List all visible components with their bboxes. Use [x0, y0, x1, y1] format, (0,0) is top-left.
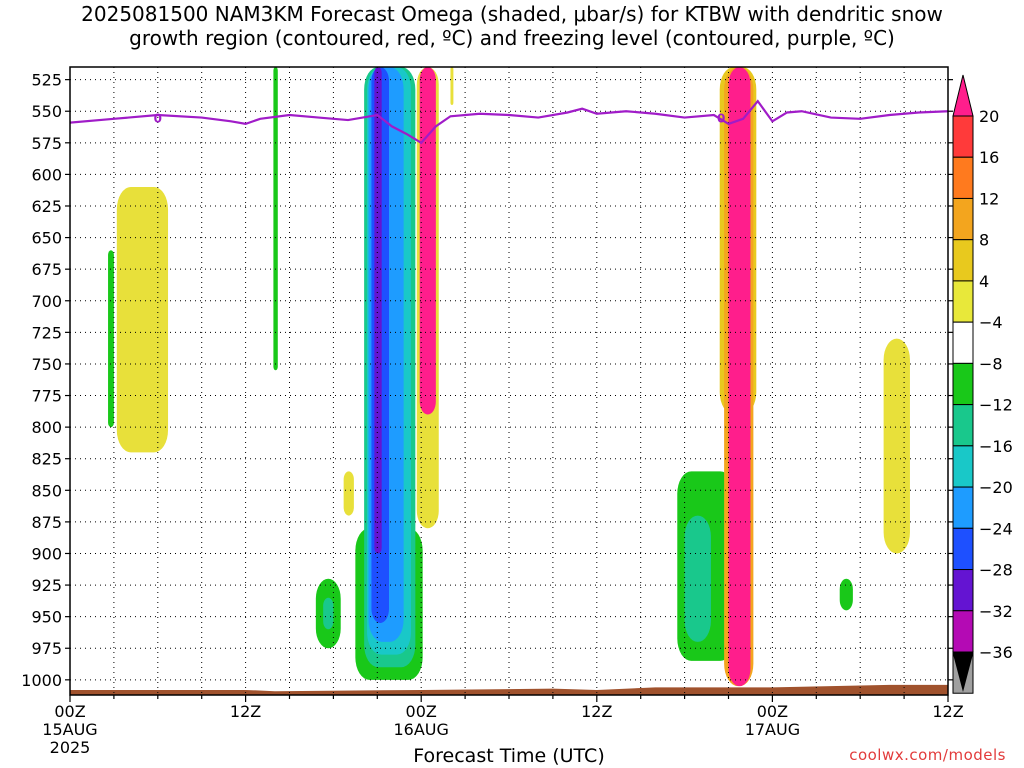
colorbar-swatch-9 — [952, 445, 974, 488]
x-tick-label-5: 12Z — [932, 702, 963, 721]
omega-region-teal-blob-h — [684, 515, 711, 642]
colorbar-cap-bottom — [952, 651, 974, 692]
colorbar-label-7: −12 — [979, 396, 1013, 415]
colorbar-label-5: −4 — [979, 313, 1003, 332]
omega-region-purple-core-e — [374, 67, 382, 554]
colorbar-label-11: −28 — [979, 561, 1013, 580]
terrain-surface — [70, 684, 948, 695]
y-tick-label-1000: 1000 — [21, 671, 62, 690]
x-tick-label-3: 12Z — [581, 702, 612, 721]
omega-region-yellow-plume-a — [116, 187, 169, 453]
colorbar-swatch-7 — [952, 362, 974, 406]
x-tick-date-2: 16AUG — [393, 720, 448, 739]
colorbar-label-4: 4 — [979, 272, 989, 291]
y-tick-label-725: 725 — [31, 323, 62, 342]
credit-link[interactable]: coolwx.com/models — [849, 746, 1006, 764]
freezing-level-line — [70, 99, 948, 145]
colorbar-label-10: −24 — [979, 519, 1013, 538]
y-tick-label-900: 900 — [31, 544, 62, 563]
x-tick-date-4: 17AUG — [745, 720, 800, 739]
chart-title-line-1: 2025081500 NAM3KM Forecast Omega (shaded… — [81, 2, 943, 26]
plot-frame — [69, 66, 949, 696]
x-tick-year-0: 2025 — [50, 738, 91, 757]
colorbar-swatch-10 — [952, 486, 974, 529]
colorbar-label-0: 20 — [979, 107, 999, 126]
y-tick-label-775: 775 — [31, 387, 62, 406]
x-axis-label: Forecast Time (UTC) — [413, 745, 605, 767]
omega-region-yellow-plume-k — [883, 338, 910, 554]
omega-region-green-dot-j — [839, 578, 853, 611]
colorbar-label-12: −32 — [979, 602, 1013, 621]
y-tick-label-875: 875 — [31, 513, 62, 532]
x-tick-label-0: 00Z — [54, 702, 85, 721]
omega-region-yellow-tuft-g — [450, 67, 454, 105]
y-tick-label-600: 600 — [31, 165, 62, 184]
colorbar-swatch-11 — [952, 527, 974, 571]
x-tick-label-2: 00Z — [406, 702, 437, 721]
omega-region-green-strip-a — [108, 250, 114, 428]
y-tick-label-700: 700 — [31, 292, 62, 311]
colorbar-swatch-5 — [952, 280, 974, 323]
y-tick-label-650: 650 — [31, 229, 62, 248]
y-tick-label-525: 525 — [31, 71, 62, 90]
y-tick-label-975: 975 — [31, 639, 62, 658]
omega-region-yellow-tuft-d — [343, 471, 354, 516]
colorbar-swatch-6 — [952, 321, 974, 364]
chart-title: 2025081500 NAM3KM Forecast Omega (shaded… — [0, 2, 1024, 50]
colorbar-swatch-1 — [952, 115, 974, 158]
colorbar-label-9: −20 — [979, 478, 1013, 497]
y-tick-label-750: 750 — [31, 355, 62, 374]
colorbar-cap-top — [952, 74, 974, 117]
colorbar-swatch-3 — [952, 197, 974, 241]
colorbar-swatch-12 — [952, 569, 974, 612]
colorbar-swatch-2 — [952, 156, 974, 199]
colorbar-label-3: 8 — [979, 231, 989, 250]
y-tick-label-800: 800 — [31, 418, 62, 437]
colorbar-swatch-13 — [952, 610, 974, 653]
y-tick-label-575: 575 — [31, 134, 62, 153]
colorbar-label-13: −36 — [979, 643, 1013, 662]
omega-region-magenta-band-f — [419, 67, 436, 415]
colorbar-label-6: −8 — [979, 354, 1003, 373]
colorbar-label-2: 12 — [979, 189, 999, 208]
chart-title-line-2: growth region (contoured, red, ºC) and f… — [129, 26, 895, 50]
colorbar-label-8: −16 — [979, 437, 1013, 456]
freezing-level-label-0: 0 — [154, 112, 162, 126]
colorbar-swatch-8 — [952, 404, 974, 447]
y-tick-label-950: 950 — [31, 608, 62, 627]
x-tick-label-4: 00Z — [757, 702, 788, 721]
colorbar-label-1: 16 — [979, 148, 999, 167]
colorbar-swatch-4 — [952, 239, 974, 282]
x-tick-date-0: 15AUG — [42, 720, 97, 739]
y-tick-label-825: 825 — [31, 450, 62, 469]
y-tick-label-850: 850 — [31, 481, 62, 500]
omega-region-green-strip-b — [273, 67, 278, 371]
y-tick-label-925: 925 — [31, 576, 62, 595]
y-tick-label-550: 550 — [31, 102, 62, 121]
x-tick-label-1: 12Z — [230, 702, 261, 721]
omega-region-magenta-band-i — [728, 67, 751, 687]
y-tick-label-625: 625 — [31, 197, 62, 216]
freezing-level-label-1: 0 — [717, 112, 725, 126]
y-tick-label-675: 675 — [31, 260, 62, 279]
omega-region-teal-blob-c — [323, 597, 334, 630]
